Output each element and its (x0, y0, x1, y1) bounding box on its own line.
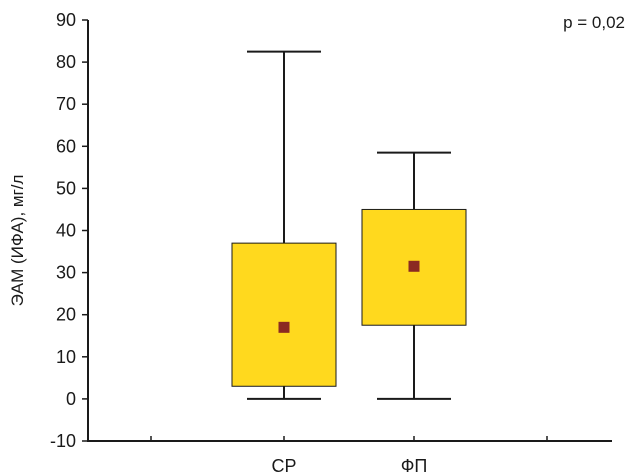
y-tick-label: 40 (56, 221, 76, 241)
median-marker (408, 260, 420, 272)
interquartile-box (231, 242, 337, 387)
interquartile-box (361, 208, 467, 326)
y-tick-label: -10 (50, 431, 76, 451)
y-tick-label: 10 (56, 347, 76, 367)
box-2 (361, 151, 467, 400)
y-axis-title: ЭАМ (ИФА), мг/л (8, 175, 27, 307)
y-tick-label: 80 (56, 52, 76, 72)
x-tick-label: СР (271, 456, 296, 474)
median-marker (278, 321, 290, 333)
p-value-annotation: p = 0,02 (563, 13, 625, 32)
y-tick-label: 90 (56, 10, 76, 30)
y-axis-ticks: 90 80 70 60 50 40 30 20 10 0 -10 (50, 10, 88, 451)
y-tick-label: 70 (56, 94, 76, 114)
box-1 (231, 50, 337, 400)
y-tick-label: 50 (56, 178, 76, 198)
x-tick-label: ФП (401, 456, 428, 474)
y-tick-label: 30 (56, 263, 76, 283)
y-tick-label: 0 (66, 389, 76, 409)
y-tick-label: 20 (56, 305, 76, 325)
y-tick-label: 60 (56, 136, 76, 156)
box-series (231, 50, 467, 400)
